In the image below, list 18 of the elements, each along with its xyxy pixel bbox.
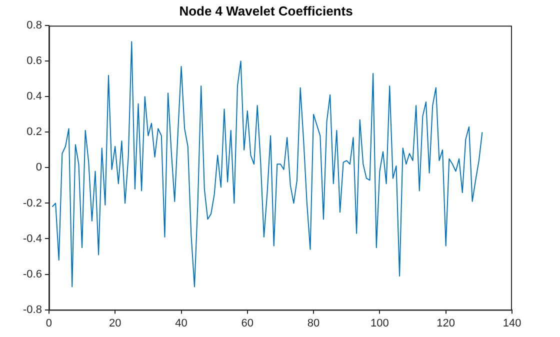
y-tick-label: 0.8 bbox=[26, 20, 42, 32]
chart-title: Node 4 Wavelet Coefficients bbox=[179, 3, 353, 18]
y-tick-label: -0.6 bbox=[22, 268, 42, 280]
y-tick-label: 0.2 bbox=[26, 126, 42, 138]
x-tick-label: 60 bbox=[241, 317, 254, 330]
x-tick-label: 140 bbox=[502, 317, 522, 330]
y-tick-label: -0.4 bbox=[22, 232, 42, 245]
x-tick-label: 40 bbox=[175, 317, 188, 330]
x-tick-label: 20 bbox=[108, 317, 122, 330]
y-tick-label: 0.6 bbox=[26, 55, 42, 68]
y-tick-label: -0.2 bbox=[22, 197, 42, 210]
x-tick-label: 0 bbox=[46, 317, 52, 330]
y-tick-label: 0 bbox=[36, 162, 42, 174]
y-tick-label: 0.4 bbox=[26, 90, 42, 103]
x-tick-label: 100 bbox=[370, 317, 389, 330]
y-tick-label: -0.8 bbox=[22, 304, 42, 316]
x-tick-label: 80 bbox=[307, 317, 320, 330]
x-tick-label: 120 bbox=[436, 317, 456, 330]
